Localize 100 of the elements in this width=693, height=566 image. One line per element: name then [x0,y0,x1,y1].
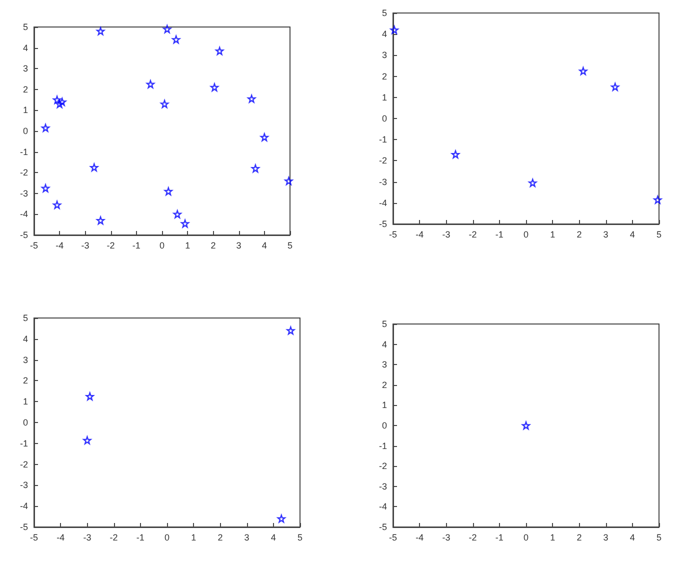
x-tick-label: 4 [630,230,635,240]
y-tick-label: 3 [22,64,28,74]
x-tick-label: 4 [270,532,276,542]
y-tick-label: -1 [378,440,387,451]
x-tick-label: 2 [576,532,582,542]
y-tick-label: 1 [22,105,28,116]
point [286,326,295,335]
y-tick-label: 2 [22,376,28,386]
y-tick-label: -1 [378,134,387,145]
x-tick-label: 5 [656,532,662,542]
point [86,392,94,400]
y-tick-label: -3 [378,176,387,187]
x-tick-label: -2 [110,532,118,542]
y-tick-label: -2 [378,156,387,166]
x-tick-label: -4 [56,240,64,250]
y-tick-label: -5 [20,522,28,532]
y-tick-label: 3 [382,50,387,60]
y-tick-label: 3 [22,354,28,365]
x-tick-label: 3 [603,230,608,240]
x-tick-label: 3 [603,532,608,542]
point [56,100,64,108]
x-tick-label: -3 [442,532,450,542]
x-tick-label: -1 [495,532,504,542]
point [164,187,172,196]
y-tick-label: 5 [22,313,28,323]
x-tick-label: -4 [56,532,65,542]
x-tick-label: -2 [106,240,115,250]
y-tick-label: 1 [382,92,387,102]
x-tick-label: -5 [30,240,38,250]
y-tick-label: -2 [20,168,28,178]
x-tick-label: 4 [262,240,267,250]
x-tick-label: -3 [83,532,92,542]
y-tick-label: -3 [20,188,28,198]
x-tick-label: 2 [576,230,582,240]
y-tick-label: -4 [20,209,28,220]
y-tick-label: 3 [382,360,387,370]
x-tick-label: 1 [550,230,556,240]
y-tick-label: 2 [382,71,387,82]
x-tick-label: -1 [136,532,144,542]
point [180,219,190,228]
x-tick-label: -4 [416,532,424,542]
y-tick-label: 0 [382,420,387,430]
x-tick-label: -5 [388,230,398,240]
y-tick-label: 2 [22,84,28,94]
y-tick-label: -3 [20,480,28,490]
x-tick-label: -2 [468,532,477,542]
y-tick-label: 1 [22,396,28,407]
point [611,82,620,91]
y-tick-label: 5 [22,22,28,32]
x-tick-label: 3 [236,240,242,250]
y-tick-label: -1 [20,146,28,157]
y-tick-label: 5 [382,8,387,18]
y-tick-label: -5 [378,219,387,229]
y-tick-label: -2 [20,459,28,470]
point [160,100,169,108]
x-tick-label: 3 [244,532,250,542]
point [260,133,268,142]
point [96,216,105,225]
y-tick-label: -2 [378,461,387,472]
x-tick-label: 1 [185,240,190,250]
x-tick-label: 5 [656,230,662,240]
y-tick-label: 4 [382,29,387,40]
point [90,163,98,172]
x-tick-label: 2 [218,532,223,542]
y-tick-label: 2 [382,380,387,390]
x-tick-label: -3 [442,230,450,240]
x-tick-label: 0 [164,532,170,542]
point [654,196,662,204]
point [251,164,260,173]
point [210,83,219,92]
point [390,26,398,34]
y-tick-label: -4 [378,502,387,512]
x-tick-label: -4 [416,230,424,240]
y-tick-label: -5 [378,522,387,532]
point [248,94,256,103]
point [216,46,224,56]
x-tick-label: 1 [550,532,556,542]
x-tick-label: -5 [30,532,38,542]
x-tick-label: 0 [523,230,529,240]
y-tick-label: -3 [378,481,387,492]
x-tick-label: -2 [468,230,477,240]
x-tick-label: -1 [495,230,504,240]
x-tick-label: 5 [297,532,303,542]
x-tick-label: 4 [630,532,635,542]
y-tick-label: -4 [20,501,28,512]
y-tick-label: 4 [382,339,387,350]
point [58,98,66,106]
y-tick-label: 5 [382,319,387,329]
point [172,35,180,44]
x-tick-label: -3 [81,240,90,250]
point [528,178,537,187]
y-tick-label: 4 [22,42,28,53]
point [41,124,50,132]
y-tick-label: 1 [382,400,387,410]
y-tick-label: 4 [22,334,28,344]
y-tick-label: 0 [22,418,28,428]
x-tick-label: 2 [210,240,216,250]
y-tick-label: 0 [382,114,387,124]
point [579,66,588,76]
x-tick-label: -5 [388,532,398,542]
